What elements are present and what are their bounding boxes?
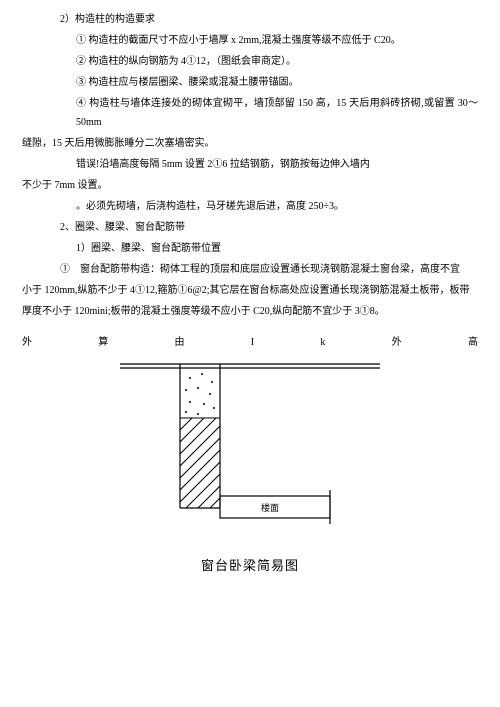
col-3: I <box>251 333 254 352</box>
figure-window-beam: 楼面 <box>22 358 478 548</box>
item-4: ④ 构造柱与墙体连接处的砌体宜砌平，墙顶部留 150 高，15 天后用斜砖挤砌,… <box>22 94 478 132</box>
error-line-cont: 不少于 7mm 设置。 <box>22 176 478 195</box>
para-window-2: 小于 120mm,纵筋不少于 4①12,箍筋①6@2;其它层在窗台标高处应设置通… <box>22 281 478 300</box>
heading-sec2-1: 1）圈梁、腰梁、窗台配筋带位置 <box>22 239 478 258</box>
concrete-dot-icon <box>180 368 220 418</box>
heading-2: 2）构造柱的构造要求 <box>22 10 478 29</box>
item-4-cont: 缝隙，15 天后用微膨胀睡分二次塞墙密实。 <box>22 134 478 153</box>
col-1: 算 <box>98 333 108 352</box>
document-page: 2）构造柱的构造要求 ① 构造柱的截面尺寸不应小于墙厚 x 2mm,混凝土强度等… <box>0 0 500 579</box>
col-5: 外 <box>392 333 402 352</box>
diagram-svg: 楼面 <box>120 358 380 538</box>
error-line: 错误!沿墙高度每隔 5mm 设置 2①6 拉结钢筋，钢筋按每边伸入墙内 <box>22 155 478 174</box>
hatch-icon <box>170 368 230 538</box>
item-3: ③ 构造柱应与楼层圈梁、腰梁或混凝土腰带锚固。 <box>22 73 478 92</box>
col-6: 高 <box>468 333 478 352</box>
figure-caption: 窗台卧梁简易图 <box>22 548 478 579</box>
item-2: ② 构造柱的纵向钢筋为 4①12，（图纸会审商定）。 <box>22 52 478 71</box>
item-1: ① 构造柱的截面尺寸不应小于墙厚 x 2mm,混凝土强度等级不应低于 C20。 <box>22 31 478 50</box>
col-0: 外 <box>22 333 32 352</box>
para-window: ① 窗台配筋带构造：砌体工程的顶层和底层应设置通长现浇钢筋混凝土窗台梁，高度不宜 <box>22 260 478 279</box>
note-line: 。必须先砌墙，后浇构造柱，马牙槎先退后进，高度 250÷3。 <box>22 197 478 216</box>
col-4: k <box>320 333 325 352</box>
para-window-3: 厚度不小于 120mini;板带的混凝土强度等级不应小于 C20,纵向配筋不宜少… <box>22 302 478 321</box>
heading-sec2: 2、圈梁、腰梁、窗台配筋带 <box>22 218 478 237</box>
col-2: 由 <box>175 333 185 352</box>
header-row: 外 算 由 I k 外 高 <box>22 323 478 358</box>
floor-label: 楼面 <box>261 502 279 513</box>
